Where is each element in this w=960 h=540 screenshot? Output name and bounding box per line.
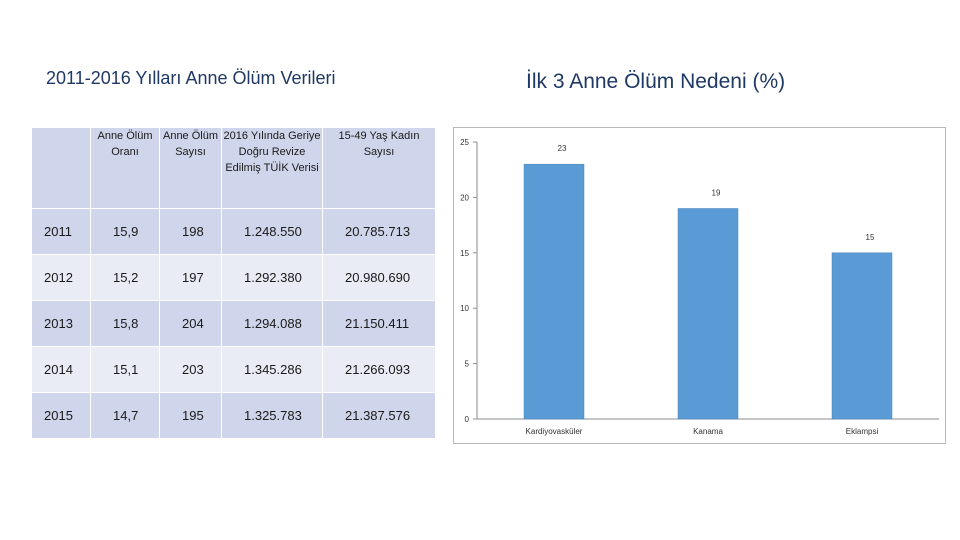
revised-cell: 1.292.380 <box>222 255 322 300</box>
rate-cell: 15,8 <box>91 301 159 346</box>
y-tick-label: 0 <box>465 415 470 424</box>
x-tick-label: Kanama <box>693 427 723 436</box>
revised-cell: 1.294.088 <box>222 301 322 346</box>
y-tick-label: 15 <box>460 249 469 258</box>
rate-cell: 15,9 <box>91 209 159 254</box>
year-cell: 2011 <box>32 209 90 254</box>
revised-cell: 1.325.783 <box>222 393 322 438</box>
bar-chart: 0 5 10 15 20 25 23 Kardiyovasküler 19 Kanama 15 Ekl… <box>460 138 939 436</box>
year-cell: 2012 <box>32 255 90 300</box>
year-cell: 2014 <box>32 347 90 392</box>
y-tick-label: 20 <box>460 193 469 202</box>
revised-cell: 1.345.286 <box>222 347 322 392</box>
rate-cell: 14,7 <box>91 393 159 438</box>
table-row: 2012 15,2 197 1.292.380 20.980.690 <box>32 255 435 300</box>
table-row: 2014 15,1 203 1.345.286 21.266.093 <box>32 347 435 392</box>
table-row: 2011 15,9 198 1.248.550 20.785.713 <box>32 209 435 254</box>
table-header-women-15-49: 15-49 Yaş Kadın Sayısı <box>323 128 435 208</box>
bar <box>523 163 585 420</box>
women-cell: 20.980.690 <box>323 255 435 300</box>
table-row: 2015 14,7 195 1.325.783 21.387.576 <box>32 393 435 438</box>
table-row: 2013 15,8 204 1.294.088 21.150.411 <box>32 301 435 346</box>
table-header-row: Anne Ölüm Oranı Anne Ölüm Sayısı 2016 Yı… <box>32 128 435 208</box>
y-tick-label: 5 <box>465 360 470 369</box>
bar-data-label: 19 <box>712 188 721 197</box>
count-cell: 203 <box>160 347 221 392</box>
women-cell: 21.150.411 <box>323 301 435 346</box>
table-header-rate: Anne Ölüm Oranı <box>91 128 159 208</box>
x-tick-label: Eklampsi <box>846 427 879 436</box>
bar <box>677 208 739 420</box>
women-cell: 21.266.093 <box>323 347 435 392</box>
y-tick-label: 10 <box>460 304 469 313</box>
bar-data-label: 23 <box>558 144 567 153</box>
count-cell: 197 <box>160 255 221 300</box>
revised-cell: 1.248.550 <box>222 209 322 254</box>
women-cell: 20.785.713 <box>323 209 435 254</box>
women-cell: 21.387.576 <box>323 393 435 438</box>
table-title: 2011-2016 Yılları Anne Ölüm Verileri <box>46 68 336 88</box>
rate-cell: 15,1 <box>91 347 159 392</box>
table-header-count: Anne Ölüm Sayısı <box>160 128 221 208</box>
table-header-revised-tuik: 2016 Yılında Geriye Doğru Revize Edilmiş… <box>222 128 322 208</box>
maternal-mortality-table: Anne Ölüm Oranı Anne Ölüm Sayısı 2016 Yı… <box>31 127 436 439</box>
chart-title: İlk 3 Anne Ölüm Nedeni (%) <box>526 70 786 93</box>
bar-data-label: 15 <box>866 233 875 242</box>
x-tick-label: Kardiyovasküler <box>526 427 583 436</box>
year-cell: 2015 <box>32 393 90 438</box>
y-tick-label: 25 <box>460 138 469 147</box>
bar-chart-frame: 0 5 10 15 20 25 23 Kardiyovasküler 19 Kanama 15 Ekl… <box>453 127 946 444</box>
count-cell: 195 <box>160 393 221 438</box>
table-header-empty <box>32 128 90 208</box>
count-cell: 204 <box>160 301 221 346</box>
count-cell: 198 <box>160 209 221 254</box>
year-cell: 2013 <box>32 301 90 346</box>
rate-cell: 15,2 <box>91 255 159 300</box>
bar <box>831 252 893 420</box>
